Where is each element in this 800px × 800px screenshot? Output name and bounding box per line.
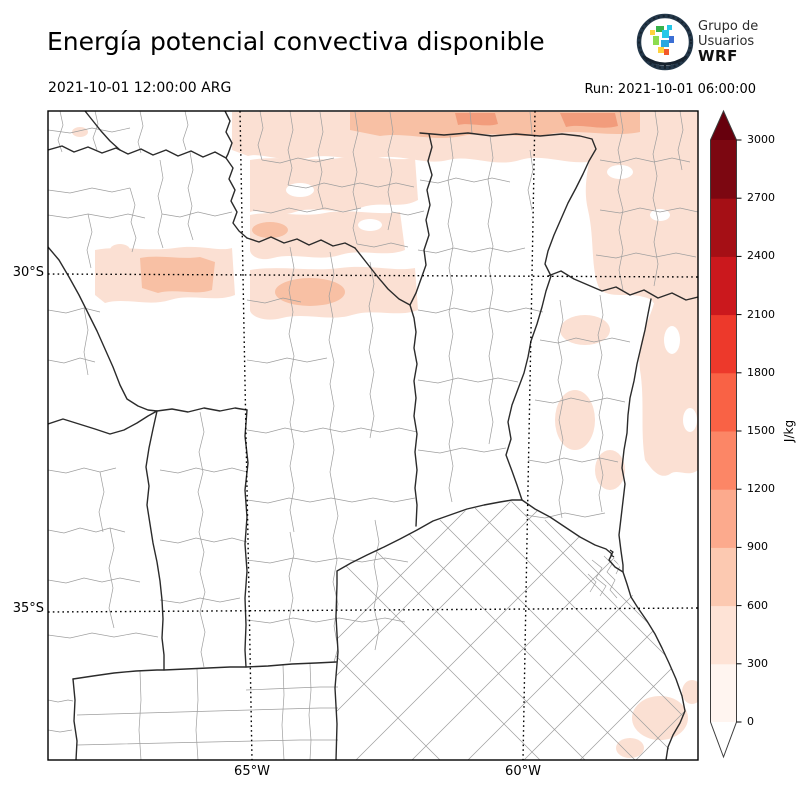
colorbar-tick-label-7: 2100 — [747, 307, 775, 321]
lon-label-1: 60°W — [505, 764, 541, 779]
colorbar-tick-label-8: 2400 — [747, 249, 775, 263]
cape-shading-holes — [286, 165, 697, 432]
colorbar-tick-label-9: 2700 — [747, 191, 775, 205]
colorbar-units-label: J/kg — [782, 419, 796, 443]
colorbar-segment-4 — [710, 431, 737, 490]
gridline-60w — [522, 111, 536, 760]
buenos-aires-city-mark — [609, 549, 615, 558]
valid-time-label: 2021-10-01 12:00:00 ARG — [48, 80, 232, 96]
colorbar — [710, 109, 742, 759]
colorbar-segment-8 — [710, 198, 737, 257]
run-time-label: Run: 2021-10-01 06:00:00 — [584, 82, 756, 97]
logo-forecast-map-pixels — [650, 25, 674, 55]
colorbar-segment-1 — [710, 605, 737, 665]
colorbar-tick-label-4: 1200 — [747, 482, 775, 496]
colorbar-tick-label-0: 0 — [747, 715, 754, 728]
colorbar-tick-label-3: 900 — [747, 540, 768, 554]
logo-line-1: Grupo de — [698, 19, 759, 34]
colorbar-tick-label-5: 1500 — [747, 424, 775, 437]
cape-shading-strong — [455, 113, 618, 128]
colorbar-under-arrow — [710, 722, 737, 757]
colorbar-segment-6 — [710, 314, 737, 374]
buenos-aires-department-mesh — [336, 500, 685, 760]
colorbar-segment-2 — [710, 547, 737, 607]
colorbar-segment-5 — [710, 372, 737, 432]
graticule — [48, 111, 698, 760]
colorbar-over-arrow — [710, 111, 737, 140]
colorbar-segment-9 — [710, 140, 737, 199]
colorbar-tick-label-1: 300 — [747, 656, 768, 670]
colorbar-segment-0 — [710, 663, 737, 723]
map-frame — [47, 110, 699, 761]
province-borders — [48, 111, 698, 760]
department-borders — [48, 111, 698, 760]
colorbar-segment-7 — [710, 256, 737, 316]
lon-label-0: 65°W — [234, 764, 270, 779]
colorbar-segment-3 — [710, 489, 737, 548]
colorbar-tick-label-10: 3000 — [747, 133, 775, 146]
lat-label-0: 30°S — [12, 265, 44, 280]
gridline-65w — [239, 111, 253, 760]
wrf-users-group-logo-icon — [636, 13, 694, 71]
logo-text: Grupo de Usuarios WRF — [698, 19, 759, 65]
lat-label-1: 35°S — [12, 601, 44, 616]
logo-line-2: Usuarios — [698, 33, 755, 49]
logo-line-3: WRF — [698, 47, 738, 65]
figure-title: Energía potencial convectiva disponible — [47, 27, 545, 56]
colorbar-tick-label-6: 1800 — [747, 365, 775, 379]
colorbar-tick-label-2: 600 — [747, 598, 768, 612]
